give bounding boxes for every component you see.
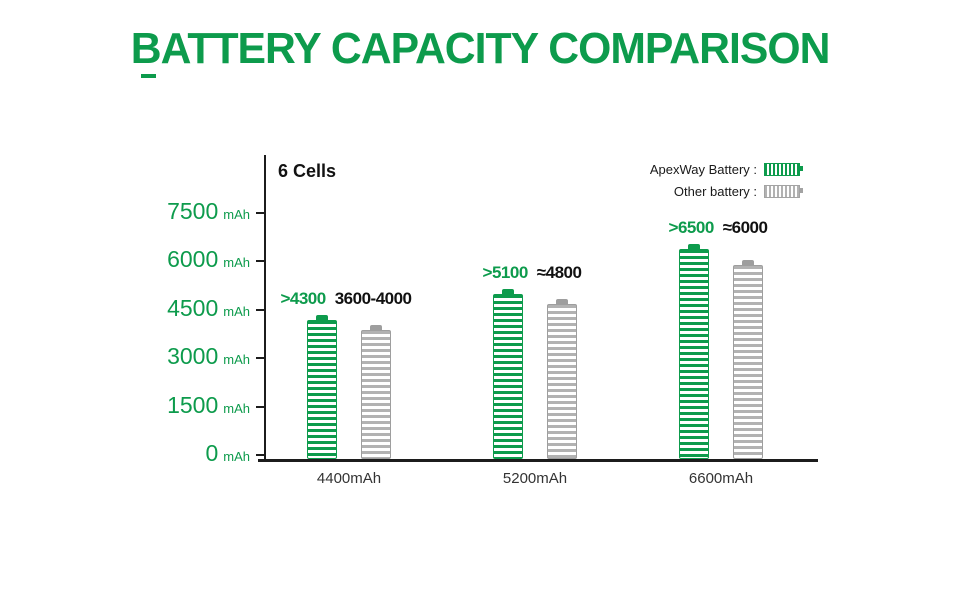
y-tick <box>256 405 264 408</box>
other-battery-bar <box>733 260 763 459</box>
y-tick <box>256 260 264 262</box>
apexway-battery-bar <box>307 314 337 459</box>
legend: ApexWay Battery : Other battery : <box>649 162 803 206</box>
other-value-label: 3600-4000 <box>334 288 412 308</box>
page-title: BATTERY CAPACITY COMPARISON <box>130 24 831 73</box>
legend-label-other: Other battery : <box>673 184 757 199</box>
legend-label-apexway: ApexWay Battery : <box>649 162 757 177</box>
category-label: 4400mAh <box>316 470 382 487</box>
y-tick <box>256 211 264 214</box>
y-tick <box>256 454 264 456</box>
apexway-value-label: >4300 <box>280 288 326 308</box>
legend-row-other: Other battery : <box>650 184 803 199</box>
y-tick-label: 6000 mAh <box>167 246 250 272</box>
y-tick-label: 0 mAh <box>205 440 250 466</box>
category-label: 6600mAh <box>688 470 754 487</box>
y-tick <box>256 308 264 311</box>
title-wrap: BATTERY CAPACITY COMPARISON <box>0 24 960 74</box>
title-underline <box>141 74 156 78</box>
y-tick-label: 1500 mAh <box>167 391 250 418</box>
other-battery-bar <box>361 324 391 459</box>
y-tick-label: 4500 mAh <box>167 294 250 321</box>
apexway-battery-icon <box>764 163 803 176</box>
y-tick <box>256 357 264 359</box>
cells-annotation: 6 Cells <box>278 161 337 181</box>
y-axis-line <box>264 155 266 461</box>
y-tick-label: 7500 mAh <box>167 197 250 224</box>
y-tick-label: 3000 mAh <box>167 343 250 369</box>
legend-row-apexway: ApexWay Battery : <box>649 162 803 177</box>
x-axis-line <box>258 459 818 462</box>
other-battery-icon <box>764 185 803 198</box>
bar-value-labels: >5100 ≈4800 <box>432 263 632 283</box>
bar-value-labels: >6500 ≈6000 <box>618 218 818 238</box>
other-value-label: ≈6000 <box>722 217 768 237</box>
other-battery-bar <box>547 298 577 459</box>
apexway-value-label: >6500 <box>668 217 715 237</box>
other-value-label: ≈4800 <box>536 263 582 283</box>
bar-value-labels: >4300 3600-4000 <box>246 289 446 309</box>
apexway-battery-bar <box>493 289 523 459</box>
apexway-battery-bar <box>679 243 709 459</box>
category-label: 5200mAh <box>502 470 568 487</box>
apexway-value-label: >5100 <box>482 263 529 283</box>
